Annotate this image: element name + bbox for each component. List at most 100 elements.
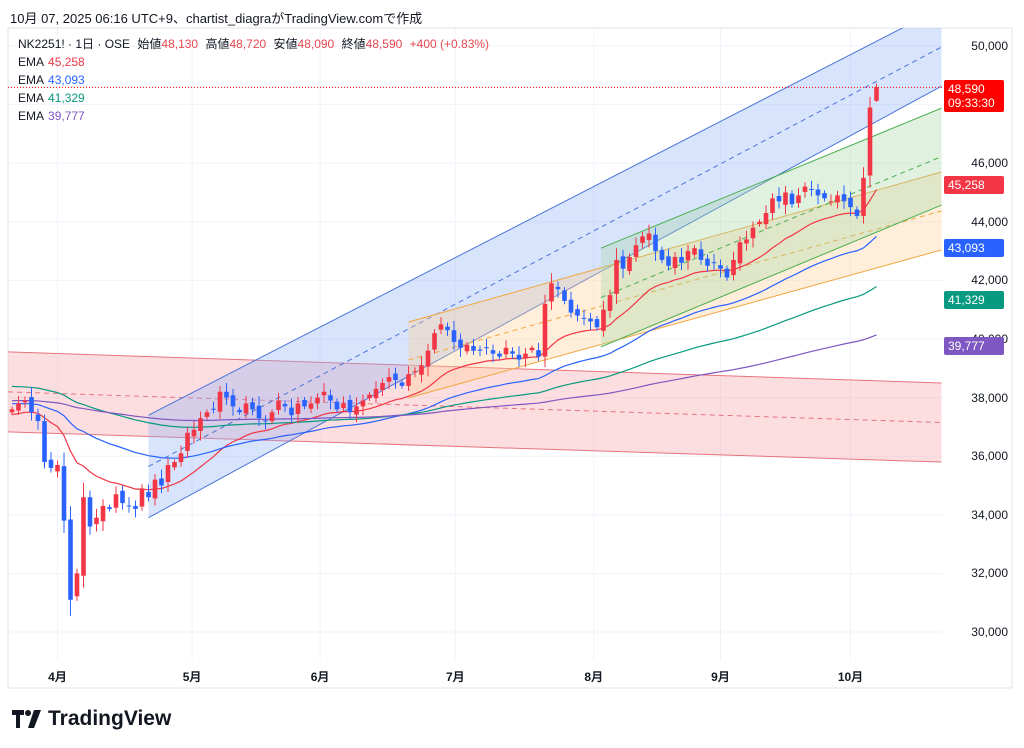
- candle-body: [139, 488, 145, 507]
- tradingview-logo[interactable]: TradingView: [12, 707, 171, 731]
- candle-body: [341, 403, 346, 409]
- candle-body: [68, 519, 73, 600]
- candle-body: [55, 464, 60, 472]
- ema-tag: 41,329: [944, 291, 1004, 310]
- candle-body: [360, 400, 366, 407]
- pink-channel-fill: [8, 351, 942, 463]
- candle-body: [178, 453, 184, 463]
- candle-body: [386, 377, 392, 382]
- candle-body: [204, 412, 210, 417]
- candle-body: [81, 497, 86, 576]
- ohlc-row: NK2251! · 1日 · OSE 始値48,130 高値48,720 安値4…: [18, 35, 493, 53]
- candle-body: [620, 256, 626, 269]
- ema-line-200: [11, 334, 877, 422]
- candle-body: [250, 402, 255, 410]
- pink-channel-lower: [8, 431, 942, 463]
- candle-body: [269, 412, 275, 422]
- price-tick-label: 38,000: [971, 390, 1008, 405]
- candle-body: [562, 290, 567, 301]
- orange-channel-upper: [408, 171, 942, 323]
- candle-body: [575, 309, 580, 316]
- low-value: 48,090: [297, 37, 335, 51]
- high-value: 48,720: [229, 37, 267, 51]
- candle-body: [100, 506, 106, 522]
- candle-body: [113, 494, 119, 508]
- candle-body: [347, 399, 353, 413]
- green-channel-lower: [600, 204, 942, 348]
- candle-body: [763, 213, 769, 225]
- price-tick-label: 46,000: [971, 156, 1008, 171]
- candle-body: [16, 403, 21, 411]
- candle-body: [659, 249, 665, 260]
- candle-body: [692, 248, 697, 255]
- pink-channel-upper: [8, 351, 942, 384]
- candle-body: [172, 462, 177, 468]
- price-tick-label: 36,000: [971, 449, 1008, 464]
- candle-body: [581, 317, 587, 319]
- candle-body: [406, 374, 411, 386]
- candle-body: [815, 189, 821, 196]
- candle-body: [399, 382, 405, 386]
- candle-body: [451, 330, 457, 342]
- candle-body: [750, 227, 756, 239]
- time-tick-label: 8月: [584, 670, 604, 684]
- candle-body: [809, 188, 814, 190]
- candle-body: [35, 414, 41, 422]
- candle-body: [438, 324, 444, 330]
- candle-body: [9, 409, 15, 413]
- candle-body: [22, 400, 28, 403]
- bar-countdown: 09:33:30: [948, 96, 995, 110]
- candle-body: [672, 256, 678, 269]
- candle-body: [770, 198, 775, 214]
- ema-row[interactable]: EMA 39,777: [18, 107, 493, 125]
- candle-body: [126, 505, 132, 507]
- blue-channel-fill: [148, 28, 942, 518]
- candle-body: [263, 420, 268, 422]
- time-tick-label: 5月: [182, 670, 202, 684]
- ema-row[interactable]: EMA 45,258: [18, 53, 493, 71]
- candle-body: [61, 466, 67, 521]
- chart-frame: [7, 27, 1013, 689]
- orange-channel-lower: [408, 249, 942, 399]
- candle-body: [276, 400, 281, 410]
- candle-body: [666, 256, 671, 266]
- candle-body: [588, 318, 593, 322]
- time-tick-label: 7月: [445, 670, 465, 684]
- price-tick-label: 42,000: [971, 273, 1008, 288]
- candle-body: [874, 87, 879, 101]
- time-tick-label: 10月: [837, 670, 864, 684]
- candle-body: [42, 421, 47, 463]
- candle-body: [744, 239, 749, 244]
- candle-body: [841, 194, 847, 202]
- candle-body: [146, 491, 151, 498]
- candle-body: [594, 319, 600, 328]
- candle-body: [191, 429, 197, 437]
- candle-body: [536, 350, 541, 357]
- candle-body: [308, 403, 314, 409]
- time-tick-label: 4月: [48, 670, 67, 684]
- candle-body: [334, 401, 340, 410]
- candle-body: [198, 418, 203, 432]
- price-tick-label: 50,000: [971, 39, 1008, 53]
- blue-channel-mid: [148, 46, 942, 467]
- ema-row[interactable]: EMA 43,093: [18, 71, 493, 89]
- open-value: 48,130: [161, 37, 199, 51]
- ema-tag: 39,777: [944, 336, 1004, 355]
- candle-body: [679, 256, 684, 263]
- candle-body: [120, 490, 125, 504]
- ema-label: EMA: [18, 55, 45, 69]
- symbol-label[interactable]: NK2251! · 1日 · OSE: [18, 37, 131, 51]
- price-tick-label: 44,000: [971, 214, 1008, 229]
- candle-body: [133, 506, 138, 509]
- ema-row[interactable]: EMA 41,329: [18, 89, 493, 107]
- candle-body: [685, 251, 691, 261]
- candle-body: [458, 339, 463, 348]
- candle-body: [445, 326, 450, 331]
- candle-body: [835, 195, 840, 203]
- candle-body: [471, 346, 476, 351]
- candle-body: [776, 196, 782, 202]
- candle-body: [705, 258, 710, 266]
- brand-name: TradingView: [48, 707, 172, 730]
- high-label: 高値: [205, 37, 230, 51]
